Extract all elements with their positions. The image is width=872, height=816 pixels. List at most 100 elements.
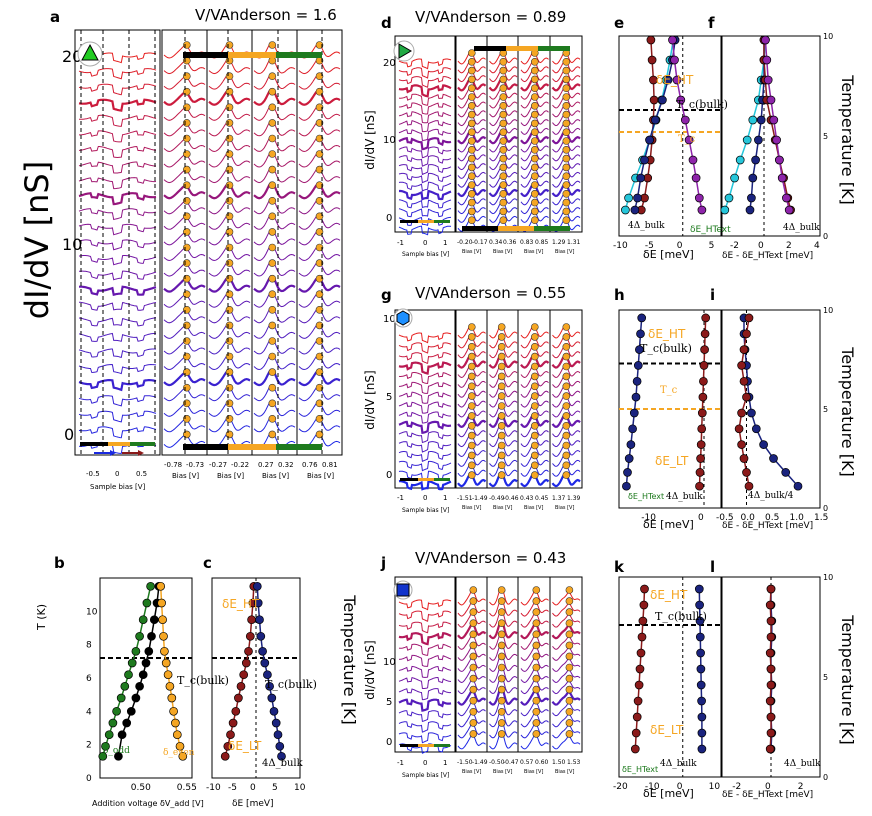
peak-marker [499, 207, 508, 216]
bar-orange [418, 744, 434, 747]
data-point [765, 600, 775, 610]
data-point [766, 728, 776, 738]
xtick-e: 5 [709, 241, 715, 251]
peak-marker [530, 342, 539, 351]
peak-marker [532, 641, 541, 650]
data-point [633, 696, 643, 706]
bulk-label-l: 4Δ_bulk [784, 759, 821, 769]
peak-marker [268, 399, 277, 408]
data-point [146, 581, 155, 591]
data-point [638, 616, 648, 626]
peak-marker [562, 146, 571, 154]
ytick-j: 0 [386, 737, 392, 748]
bar-green [434, 478, 450, 481]
bar-black [400, 744, 418, 747]
data-point [645, 135, 654, 145]
panel-b-axes [99, 577, 193, 779]
peak-marker [225, 228, 234, 236]
data-point [122, 718, 132, 728]
peak-marker [467, 372, 476, 381]
ylabel-c: Temperature [K] [340, 594, 359, 724]
peak-marker [469, 652, 478, 661]
peak-marker [183, 337, 191, 345]
ztick-d: 0.83 [520, 239, 534, 246]
arrow-right-icon [110, 450, 116, 456]
data-point [626, 440, 636, 449]
data-point [697, 696, 706, 706]
tc-label-b: T_c(bulk) [177, 674, 229, 687]
peak-marker [225, 321, 234, 330]
trace [398, 146, 452, 159]
peak-marker [562, 461, 571, 470]
peak-marker [530, 412, 539, 420]
peak-marker [315, 150, 324, 158]
ztick-d: 0.85 [535, 239, 549, 246]
peak-marker [497, 441, 506, 450]
peak-marker [499, 57, 508, 66]
ztick-j: -1.49 [472, 759, 488, 766]
data-point [742, 392, 751, 402]
data-point [759, 440, 768, 449]
trace [398, 451, 452, 463]
arrow-right-icon [138, 450, 144, 456]
xtick-h: -10 [641, 513, 656, 523]
xtick-f: 2 [786, 241, 792, 251]
series-line [763, 40, 792, 211]
xlabel-f: δE - δE_HText [meV] [722, 251, 813, 261]
xtick-f: 4 [814, 241, 820, 251]
peak-marker [183, 352, 191, 361]
peak-marker [467, 352, 476, 361]
bar-green [538, 46, 570, 51]
peak-marker [467, 207, 476, 216]
peak-marker [497, 402, 506, 410]
xtick-h: 0 [698, 513, 704, 523]
data-point [680, 115, 690, 125]
data-point [697, 712, 707, 722]
ytick-b: 10 [86, 607, 98, 617]
xtick-a: 0.5 [136, 470, 147, 478]
panel-i-axes [721, 309, 821, 509]
peak-marker [183, 368, 191, 376]
data-point [138, 615, 148, 625]
peak-marker [225, 430, 234, 439]
peak-marker [268, 56, 277, 65]
panel-l [721, 576, 821, 778]
peak-marker [183, 228, 191, 236]
peak-marker [499, 163, 508, 172]
data-point [271, 718, 281, 728]
peak-marker [268, 274, 277, 283]
peak-marker [183, 134, 191, 143]
data-point [672, 75, 682, 85]
peak-marker [225, 72, 234, 80]
zlabel-j: Bias [V] [462, 769, 481, 775]
traces-g [398, 323, 581, 491]
peak-marker [268, 430, 277, 439]
peak-marker [467, 421, 476, 430]
data-point [623, 468, 632, 477]
xtick-k: 10 [709, 782, 721, 792]
xtick-j: -1 [397, 759, 404, 767]
ytick-b: 2 [86, 741, 92, 751]
bar-black [183, 444, 228, 450]
peak-marker [530, 352, 539, 361]
data-point [697, 408, 707, 418]
ytick-d: 0 [386, 213, 392, 224]
series-line [671, 39, 703, 211]
peak-marker [467, 333, 476, 341]
panel-label-f: f [708, 14, 715, 32]
ylabel-g: dI/dV [nS] [363, 370, 377, 429]
data-point [635, 345, 644, 354]
peak-marker [565, 630, 574, 639]
xlabel-k: δE [meV] [643, 787, 694, 800]
peak-marker [467, 382, 476, 391]
peak-marker [565, 663, 574, 672]
peak-marker [497, 630, 506, 639]
data-point [676, 95, 686, 105]
zlabel-a: Bias [V] [217, 472, 244, 480]
trace [78, 177, 157, 190]
trace [398, 631, 452, 646]
ylabel-f: Temperature [K] [838, 74, 857, 204]
data-point [161, 658, 171, 668]
trace [398, 610, 452, 622]
peak-marker [469, 641, 478, 650]
